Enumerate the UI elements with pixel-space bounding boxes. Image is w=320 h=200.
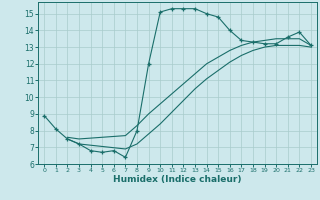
X-axis label: Humidex (Indice chaleur): Humidex (Indice chaleur) bbox=[113, 175, 242, 184]
